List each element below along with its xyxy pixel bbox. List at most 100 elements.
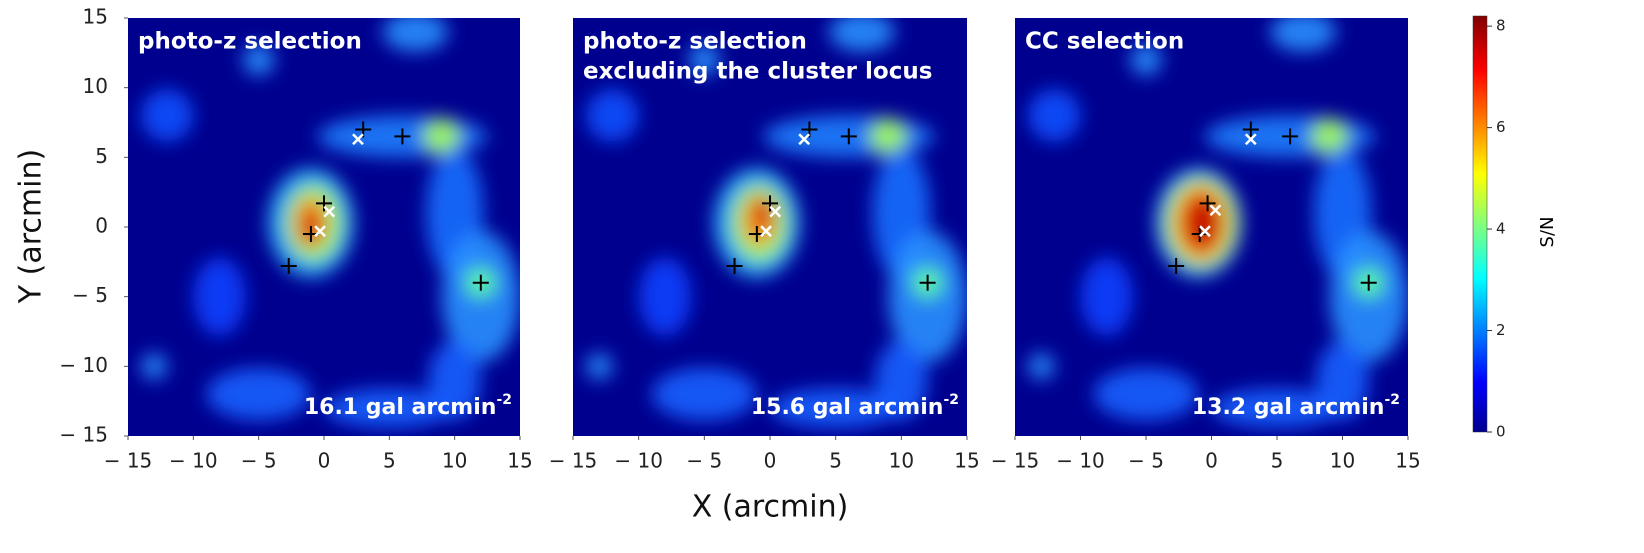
blob	[869, 118, 907, 155]
density-exponent: -2	[943, 392, 959, 408]
blob	[324, 388, 455, 428]
heatmap-panel	[1015, 18, 1408, 436]
x-tick-label: − 5	[686, 449, 722, 473]
blob	[1270, 18, 1336, 52]
blob	[193, 257, 246, 336]
blob	[1028, 353, 1055, 380]
blob	[1028, 89, 1081, 142]
blob	[770, 388, 902, 428]
blob	[206, 368, 311, 421]
x-tick-label: − 10	[614, 449, 663, 473]
cross-marker	[1199, 225, 1211, 238]
x-tick-label: − 15	[991, 449, 1040, 473]
cross-marker	[798, 133, 811, 146]
y-tick-label: 5	[95, 144, 108, 168]
density-exponent: -2	[496, 392, 512, 408]
cross-marker	[1244, 133, 1257, 146]
blob	[423, 118, 460, 155]
heatmap-panel	[128, 18, 520, 436]
x-tick-label: 15	[507, 449, 532, 473]
x-axis-label: X (arcmin)	[692, 490, 849, 525]
colorbar-tick-label: 2	[1496, 321, 1506, 339]
markers	[1168, 121, 1377, 291]
y-tick-label: − 10	[59, 353, 108, 377]
x-tick-label: 0	[764, 449, 777, 473]
plus-marker	[1282, 128, 1299, 145]
x-tick-label: − 10	[169, 449, 218, 473]
density-text: 15.6 gal arcmin	[751, 395, 944, 420]
plus-marker	[1360, 274, 1377, 291]
density-blobs	[141, 18, 520, 428]
blob	[1185, 196, 1220, 250]
blob	[586, 353, 613, 380]
y-tick-label: 10	[83, 74, 108, 98]
x-tick-label: 10	[442, 449, 467, 473]
x-tick-label: − 15	[549, 449, 598, 473]
cross-marker	[314, 225, 326, 238]
density-text: 16.1 gal arcmin	[304, 395, 497, 420]
cross-marker	[1209, 204, 1222, 217]
markers	[280, 121, 489, 291]
panel-title: photo-z selection	[138, 29, 362, 55]
x-tick-label: 15	[1395, 449, 1420, 473]
x-tick-label: − 5	[241, 449, 277, 473]
blob	[382, 18, 449, 52]
y-tick-label: 0	[95, 214, 108, 238]
blob	[638, 257, 692, 337]
x-tick-label: 5	[829, 449, 842, 473]
blob	[141, 353, 168, 380]
colorbar-tick-label: 4	[1496, 220, 1506, 238]
plus-marker	[472, 274, 489, 291]
plus-marker	[1242, 121, 1259, 138]
x-tick-label: 0	[1205, 449, 1218, 473]
cross-marker	[760, 225, 772, 238]
x-tick-label: − 15	[104, 449, 153, 473]
blob	[141, 89, 194, 142]
density-blobs	[586, 18, 967, 428]
plus-marker	[1199, 195, 1216, 212]
plus-marker	[394, 128, 411, 145]
density-label: 13.2 gal arcmin-2	[1192, 392, 1400, 420]
x-tick-label: 10	[889, 449, 914, 473]
plus-marker	[1191, 225, 1208, 242]
colorbar	[1472, 15, 1488, 433]
colorbar-tick-label: 0	[1496, 423, 1506, 441]
blob	[1311, 118, 1348, 155]
plus-marker	[280, 258, 297, 275]
blob	[428, 341, 481, 420]
plus-marker	[1168, 258, 1185, 275]
panel-title: CC selection	[1025, 29, 1184, 55]
colorbar-label: S/N	[1537, 217, 1558, 248]
blob	[754, 197, 773, 229]
x-tick-label: 5	[1271, 449, 1284, 473]
colorbar-tick-label: 6	[1496, 118, 1506, 136]
blob	[1080, 257, 1133, 336]
x-tick-label: 15	[954, 449, 979, 473]
cross-marker	[323, 205, 336, 218]
y-tick-label: − 15	[59, 423, 108, 447]
y-tick-label: − 5	[72, 283, 108, 307]
plus-marker	[762, 195, 778, 212]
y-axis-label: Y (arcmin)	[14, 149, 49, 304]
x-tick-label: − 5	[1128, 449, 1164, 473]
blob	[1316, 340, 1369, 420]
density-blobs	[1028, 18, 1408, 428]
density-text: 13.2 gal arcmin	[1192, 395, 1385, 420]
x-tick-label: 0	[318, 449, 331, 473]
cross-marker	[769, 205, 782, 218]
blob	[1211, 388, 1343, 428]
blob	[242, 44, 275, 76]
plus-marker	[919, 274, 936, 291]
plus-marker	[726, 258, 743, 275]
y-tick-label: 15	[83, 5, 108, 29]
x-tick-label: − 10	[1056, 449, 1105, 473]
panel-title: photo-z selection	[583, 29, 807, 55]
density-exponent: -2	[1384, 392, 1400, 408]
blob	[875, 340, 928, 420]
blob	[1093, 368, 1199, 421]
plus-marker	[316, 195, 332, 212]
blob	[586, 89, 639, 142]
blob	[688, 44, 721, 76]
blob	[1130, 44, 1162, 76]
